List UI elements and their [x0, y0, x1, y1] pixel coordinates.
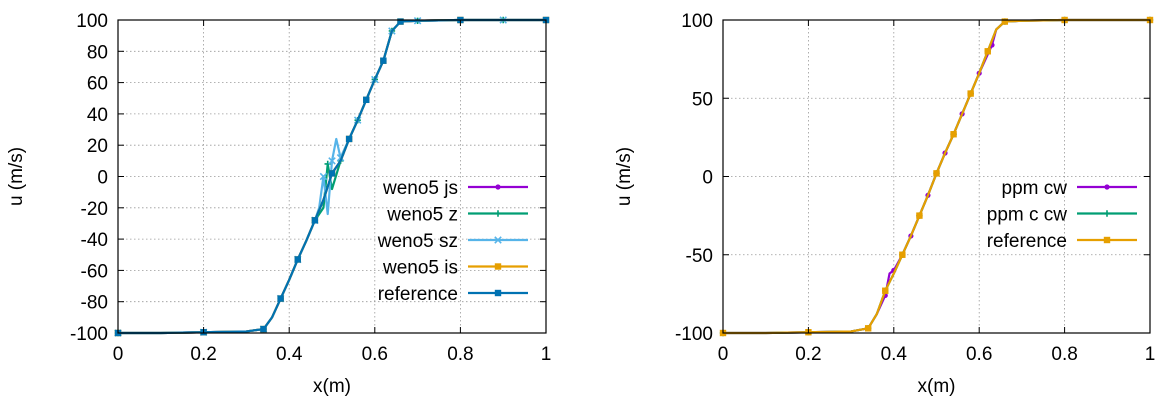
chart1-ytick-label: 80: [87, 42, 108, 63]
chart2-xtick-label: 0.4: [881, 344, 908, 365]
chart1-legend-label-2: weno5 z: [386, 205, 458, 226]
chart1-point-5: [260, 325, 267, 333]
chart1-ytick-label: 40: [87, 105, 108, 126]
chart2-point-3: [882, 287, 889, 294]
chart1-legend-marker-5: [494, 289, 502, 297]
chart1-grid: [118, 20, 546, 333]
chart1-point-5: [345, 135, 353, 143]
chart1-point-5: [277, 295, 284, 302]
chart2-xtick-label: 1: [1145, 344, 1156, 365]
chart1-legend-label-1: weno5 js: [382, 178, 458, 199]
chart2-point-3: [967, 90, 974, 97]
chart2-xtick-label: 0.2: [795, 344, 821, 365]
chart1-ytick-label: -100: [70, 324, 108, 345]
chart2-point-3: [916, 212, 923, 219]
chart2-point-3: [950, 131, 957, 138]
chart1-point-5: [397, 18, 404, 25]
chart1-ytick-label: -60: [81, 261, 108, 282]
chart2-xtick-label: 0: [718, 344, 729, 365]
chart2-ytick-label: 50: [692, 89, 713, 110]
chart1-ytick-label: 60: [87, 74, 108, 95]
chart2-legend-marker-1: [1104, 184, 1110, 190]
chart1-point-5: [363, 96, 370, 104]
chart2-xtick-label: 0.8: [1051, 344, 1077, 365]
chart1-legend-label-4: weno5 is: [382, 258, 458, 279]
chart2-legend-marker-3: [1103, 236, 1111, 244]
chart2-legend-marker-2: [1103, 210, 1111, 217]
chart1-point-5: [294, 256, 301, 263]
chart1-legend-marker-4: [494, 263, 502, 270]
chart2-ytick-label: -50: [686, 246, 713, 267]
chart2: 0 0.2 0.4 0.6 0.8 1 -100 -50 0 50 100 x(m) u (m/s) pp…: [614, 11, 1155, 397]
chart1-point-3: [319, 172, 328, 181]
chart1-xtick-label: 1: [541, 344, 552, 365]
chart1-point-3: [328, 157, 336, 165]
chart2-ylabel: u (m/s): [614, 147, 635, 206]
chart1-xtick-label: 0.6: [362, 344, 388, 365]
chart2-point-3: [984, 48, 991, 55]
chart2-legend-label-2: ppm c cw: [987, 205, 1068, 226]
chart1-legend-marker-3: [494, 236, 502, 244]
chart1-legend-marker-2: [494, 210, 502, 217]
chart1-xlabel: x(m): [313, 376, 351, 397]
chart1-legend-marker-1: [495, 184, 501, 190]
chart1-xtick-label: 0: [113, 344, 124, 365]
chart1-legend: weno5 js weno5 z weno5 sz weno5 is reference: [377, 178, 528, 305]
chart1-ytick-label: 0: [97, 168, 108, 189]
chart2-point-3: [933, 170, 940, 177]
chart1-point-5: [328, 170, 336, 177]
chart2-xlabel: x(m): [918, 376, 956, 397]
chart1-xtick-label: 0.2: [190, 344, 216, 365]
chart1-xtick-label: 0.4: [276, 344, 303, 365]
chart1-xtick-label: 0.8: [447, 344, 473, 365]
chart2-ytick-label: 0: [702, 168, 713, 189]
chart2-ytick-label: 100: [681, 11, 713, 32]
chart2-ytick-label: -100: [675, 324, 713, 345]
chart2-legend: ppm cw ppm c cw reference: [987, 178, 1137, 252]
chart1-point-5: [380, 57, 387, 64]
chart2-xtick-label: 0.6: [966, 344, 992, 365]
chart2-legend-label-3: reference: [987, 231, 1067, 252]
chart2-point-3: [1001, 18, 1009, 25]
chart1-ylabel: u (m/s): [6, 147, 27, 206]
chart1-point-5: [311, 217, 319, 224]
chart2-point-3: [899, 251, 906, 258]
chart2-legend-label-1: ppm cw: [1002, 178, 1068, 199]
chart1-ytick-label: -80: [81, 293, 108, 314]
chart2-point-3: [864, 325, 872, 332]
chart1: 0 0.2 0.4 0.6 0.8 1 -100 -80 -60 -40 -20 0 20 40 60 80 1…: [6, 11, 551, 397]
chart1-ytick-label: -40: [81, 230, 108, 251]
chart1-legend-label-5: reference: [378, 284, 458, 305]
chart1-series-5: [114, 16, 550, 337]
chart1-ytick-label: -20: [81, 199, 108, 220]
chart1-ytick-label: 20: [87, 136, 108, 157]
chart1-legend-label-3: weno5 sz: [377, 231, 458, 252]
chart1-ytick-label: 100: [76, 11, 108, 32]
